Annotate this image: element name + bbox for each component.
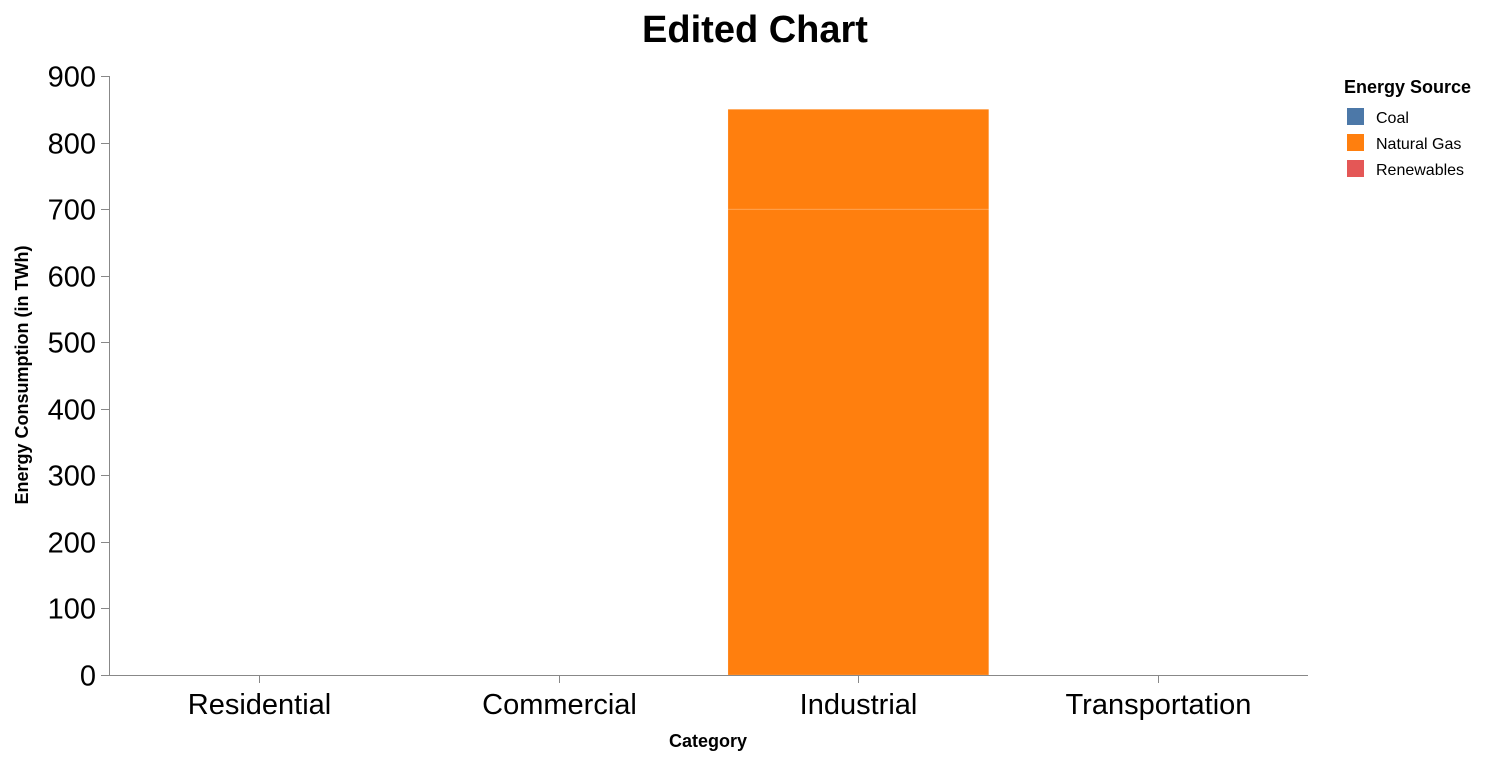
y-tick-label: 900 xyxy=(48,62,96,94)
chart-title: Edited Chart xyxy=(642,9,868,51)
legend-swatch-renewables xyxy=(1347,160,1364,177)
x-tick-label: Industrial xyxy=(800,689,918,721)
legend-items: Coal Natural Gas Renewables xyxy=(1347,108,1464,179)
y-tick-label: 200 xyxy=(48,528,96,560)
x-axis-ticks: Residential Commercial Industrial Transport… xyxy=(188,675,1252,721)
y-tick-label: 800 xyxy=(48,129,96,161)
legend-label: Natural Gas xyxy=(1376,136,1461,153)
x-tick-label: Residential xyxy=(188,689,331,721)
bars-group xyxy=(727,109,990,676)
legend-swatch-natural-gas xyxy=(1347,134,1364,151)
x-tick-label: Transportation xyxy=(1066,689,1252,721)
x-axis-title: Category xyxy=(669,731,747,751)
y-tick-label: 500 xyxy=(48,328,96,360)
x-tick-label: Commercial xyxy=(482,689,637,721)
legend: Energy Source Coal Natural Gas Renewables xyxy=(1344,77,1471,179)
y-tick-label: 700 xyxy=(48,195,96,227)
plot-area: 0 100 200 300 400 500 600 700 800 900 Residential… xyxy=(48,62,1308,721)
y-tick-label: 300 xyxy=(48,461,96,493)
bar-industrial-natural-gas xyxy=(727,208,990,676)
y-tick-label: 600 xyxy=(48,262,96,294)
y-tick-label: 0 xyxy=(80,661,96,693)
y-axis-title: Energy Consumption (in TWh) xyxy=(12,246,32,505)
legend-label: Coal xyxy=(1376,110,1409,127)
bar-industrial-natural-gas xyxy=(727,109,990,210)
legend-swatch-coal xyxy=(1347,108,1364,125)
y-tick-label: 400 xyxy=(48,395,96,427)
legend-title: Energy Source xyxy=(1344,77,1471,97)
y-axis-ticks: 0 100 200 300 400 500 600 700 800 900 xyxy=(48,62,109,693)
legend-label: Renewables xyxy=(1376,162,1464,179)
y-tick-label: 100 xyxy=(48,594,96,626)
